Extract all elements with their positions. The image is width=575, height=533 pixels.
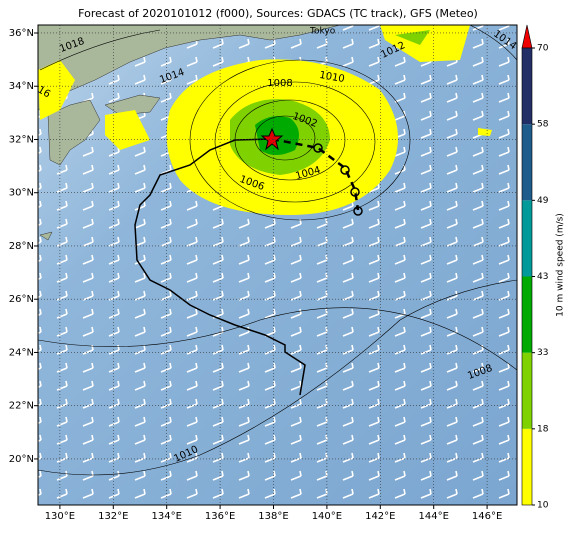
colorbar-tick-label: 70 [537,44,549,54]
contour-label: 1010 [318,70,345,85]
x-tick-label: 142°E [365,511,395,522]
colorbar-tick-label: 18 [537,424,549,434]
colorbar-tick-label: 43 [537,272,548,282]
y-tick-label: 22°N [9,401,34,412]
x-tick-label: 130°E [45,511,75,522]
x-tick-label: 132°E [98,511,128,522]
contour-label: 1008 [267,78,292,89]
colorbar-label: 10 m wind speed (m/s) [556,213,566,317]
colorbar-segment [522,124,532,201]
y-tick-label: 20°N [9,454,34,465]
colorbar-tick-label: 58 [537,120,549,130]
place-label: Tokyo [309,27,336,37]
colorbar-extend [521,24,533,49]
x-tick-label: 138°E [258,511,288,522]
storm-track [134,127,363,396]
pressure-contours [38,25,517,476]
y-tick-label: 36°N [9,28,34,39]
colorbar-segment [522,352,532,429]
colorbar: 10 18 33 43 49 58 70 10 m wind speed (m/s) [521,24,566,511]
y-tick-label: 26°N [9,294,34,305]
wind-speed-areas [38,25,492,215]
chart-title: Forecast of 2020101012 (f000), Sources: … [78,7,478,20]
colorbar-segment [522,200,532,277]
y-tick-label: 28°N [9,241,34,252]
x-tick-label: 136°E [205,511,235,522]
grid [38,25,517,505]
x-tick-label: 146°E [472,511,502,522]
x-tick-label: 134°E [151,511,181,522]
colorbar-segment [522,48,532,125]
colorbar-tick-label: 10 [537,501,549,511]
colorbar-tick-label: 49 [537,196,549,206]
map-frame [37,24,518,506]
colorbar-segment [522,276,532,353]
x-tick-label: 144°E [418,511,448,522]
contour-label: 16 [35,84,52,100]
y-tick-label: 34°N [9,81,34,92]
colorbar-tick-label: 33 [537,348,548,358]
axes: 130°E 132°E 134°E 136°E 138°E 140°E 142°E 144°E… [9,28,503,522]
y-tick-label: 24°N [9,347,34,358]
y-tick-label: 32°N [9,134,34,145]
x-tick-label: 140°E [312,511,342,522]
colorbar-segment [522,428,532,505]
y-tick-label: 30°N [9,188,34,199]
